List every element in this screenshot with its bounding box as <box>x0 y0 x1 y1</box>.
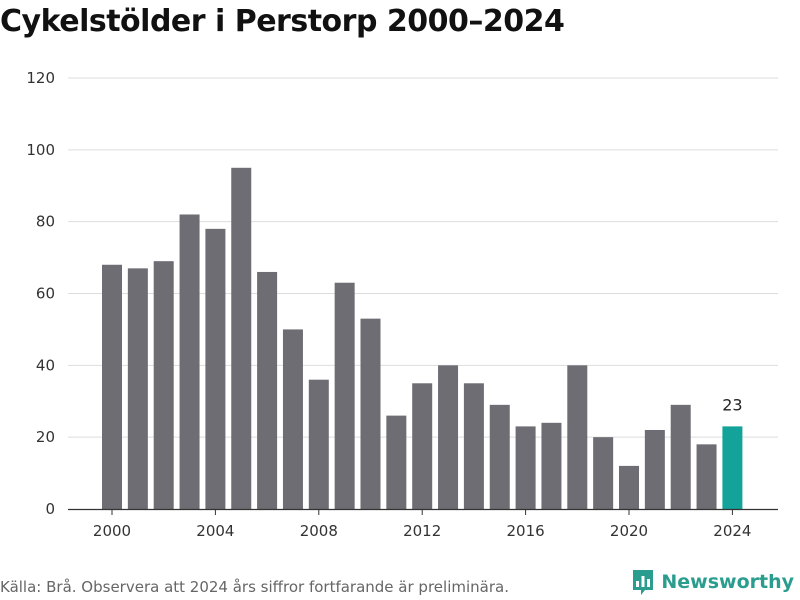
bar-2011 <box>386 415 407 509</box>
x-tick-label: 2004 <box>196 522 234 540</box>
bar-2002 <box>153 261 174 509</box>
bar-2008 <box>308 379 329 509</box>
bar-2021 <box>644 429 665 509</box>
bar-2018 <box>567 365 588 509</box>
bar-2000 <box>102 264 122 509</box>
brand-name: Newsworthy <box>661 571 794 593</box>
bar-2023 <box>696 444 717 509</box>
bar-2019 <box>593 437 614 509</box>
data-labels: 23 <box>722 395 742 414</box>
y-axis-ticks: 0 20 40 60 80 100 120 <box>26 69 55 518</box>
bar-2003 <box>179 214 200 509</box>
bar-2010 <box>360 318 381 509</box>
bar-2022 <box>670 404 691 509</box>
y-tick-label: 40 <box>36 356 55 374</box>
bar-2004 <box>205 228 226 509</box>
bar-2012 <box>412 383 433 509</box>
chart-title: Cykelstölder i Perstorp 2000–2024 <box>0 4 565 39</box>
y-tick-label: 60 <box>36 285 55 303</box>
x-tick-label: 2008 <box>300 522 338 540</box>
bar-2014 <box>463 383 484 509</box>
bar-2020 <box>619 465 639 509</box>
x-tick-label: 2016 <box>507 522 545 540</box>
brand-logo: Newsworthy <box>631 568 794 596</box>
y-tick-label: 100 <box>26 141 55 159</box>
bars <box>102 167 743 509</box>
x-tick-label: 2020 <box>610 522 648 540</box>
y-tick-label: 120 <box>26 69 55 87</box>
x-axis-ticks: 2000 2004 2008 2012 2016 2020 2024 <box>93 509 751 540</box>
data-label-2024: 23 <box>722 395 742 414</box>
bar-2001 <box>127 268 148 509</box>
x-tick-label: 2024 <box>713 522 751 540</box>
bar-2016 <box>515 426 536 509</box>
y-tick-label: 80 <box>36 213 55 231</box>
y-tick-label: 0 <box>45 500 55 518</box>
bar-2024 <box>722 426 743 509</box>
x-tick-label: 2000 <box>93 522 131 540</box>
x-tick-label: 2012 <box>403 522 441 540</box>
bar-2013 <box>438 365 459 509</box>
bar-chart-icon <box>633 570 654 595</box>
bar-2005 <box>231 167 252 509</box>
bar-2017 <box>541 422 562 509</box>
bar-2007 <box>282 329 303 509</box>
bar-2006 <box>257 271 278 509</box>
bar-chart: 0 20 40 60 80 100 120 2000 2004 2008 2012 2016 2020… <box>26 69 778 540</box>
bar-2009 <box>334 282 355 509</box>
bar-2015 <box>489 404 510 509</box>
y-tick-label: 20 <box>36 428 55 446</box>
source-note: Källa: Brå. Observera att 2024 års siffr… <box>0 578 509 596</box>
